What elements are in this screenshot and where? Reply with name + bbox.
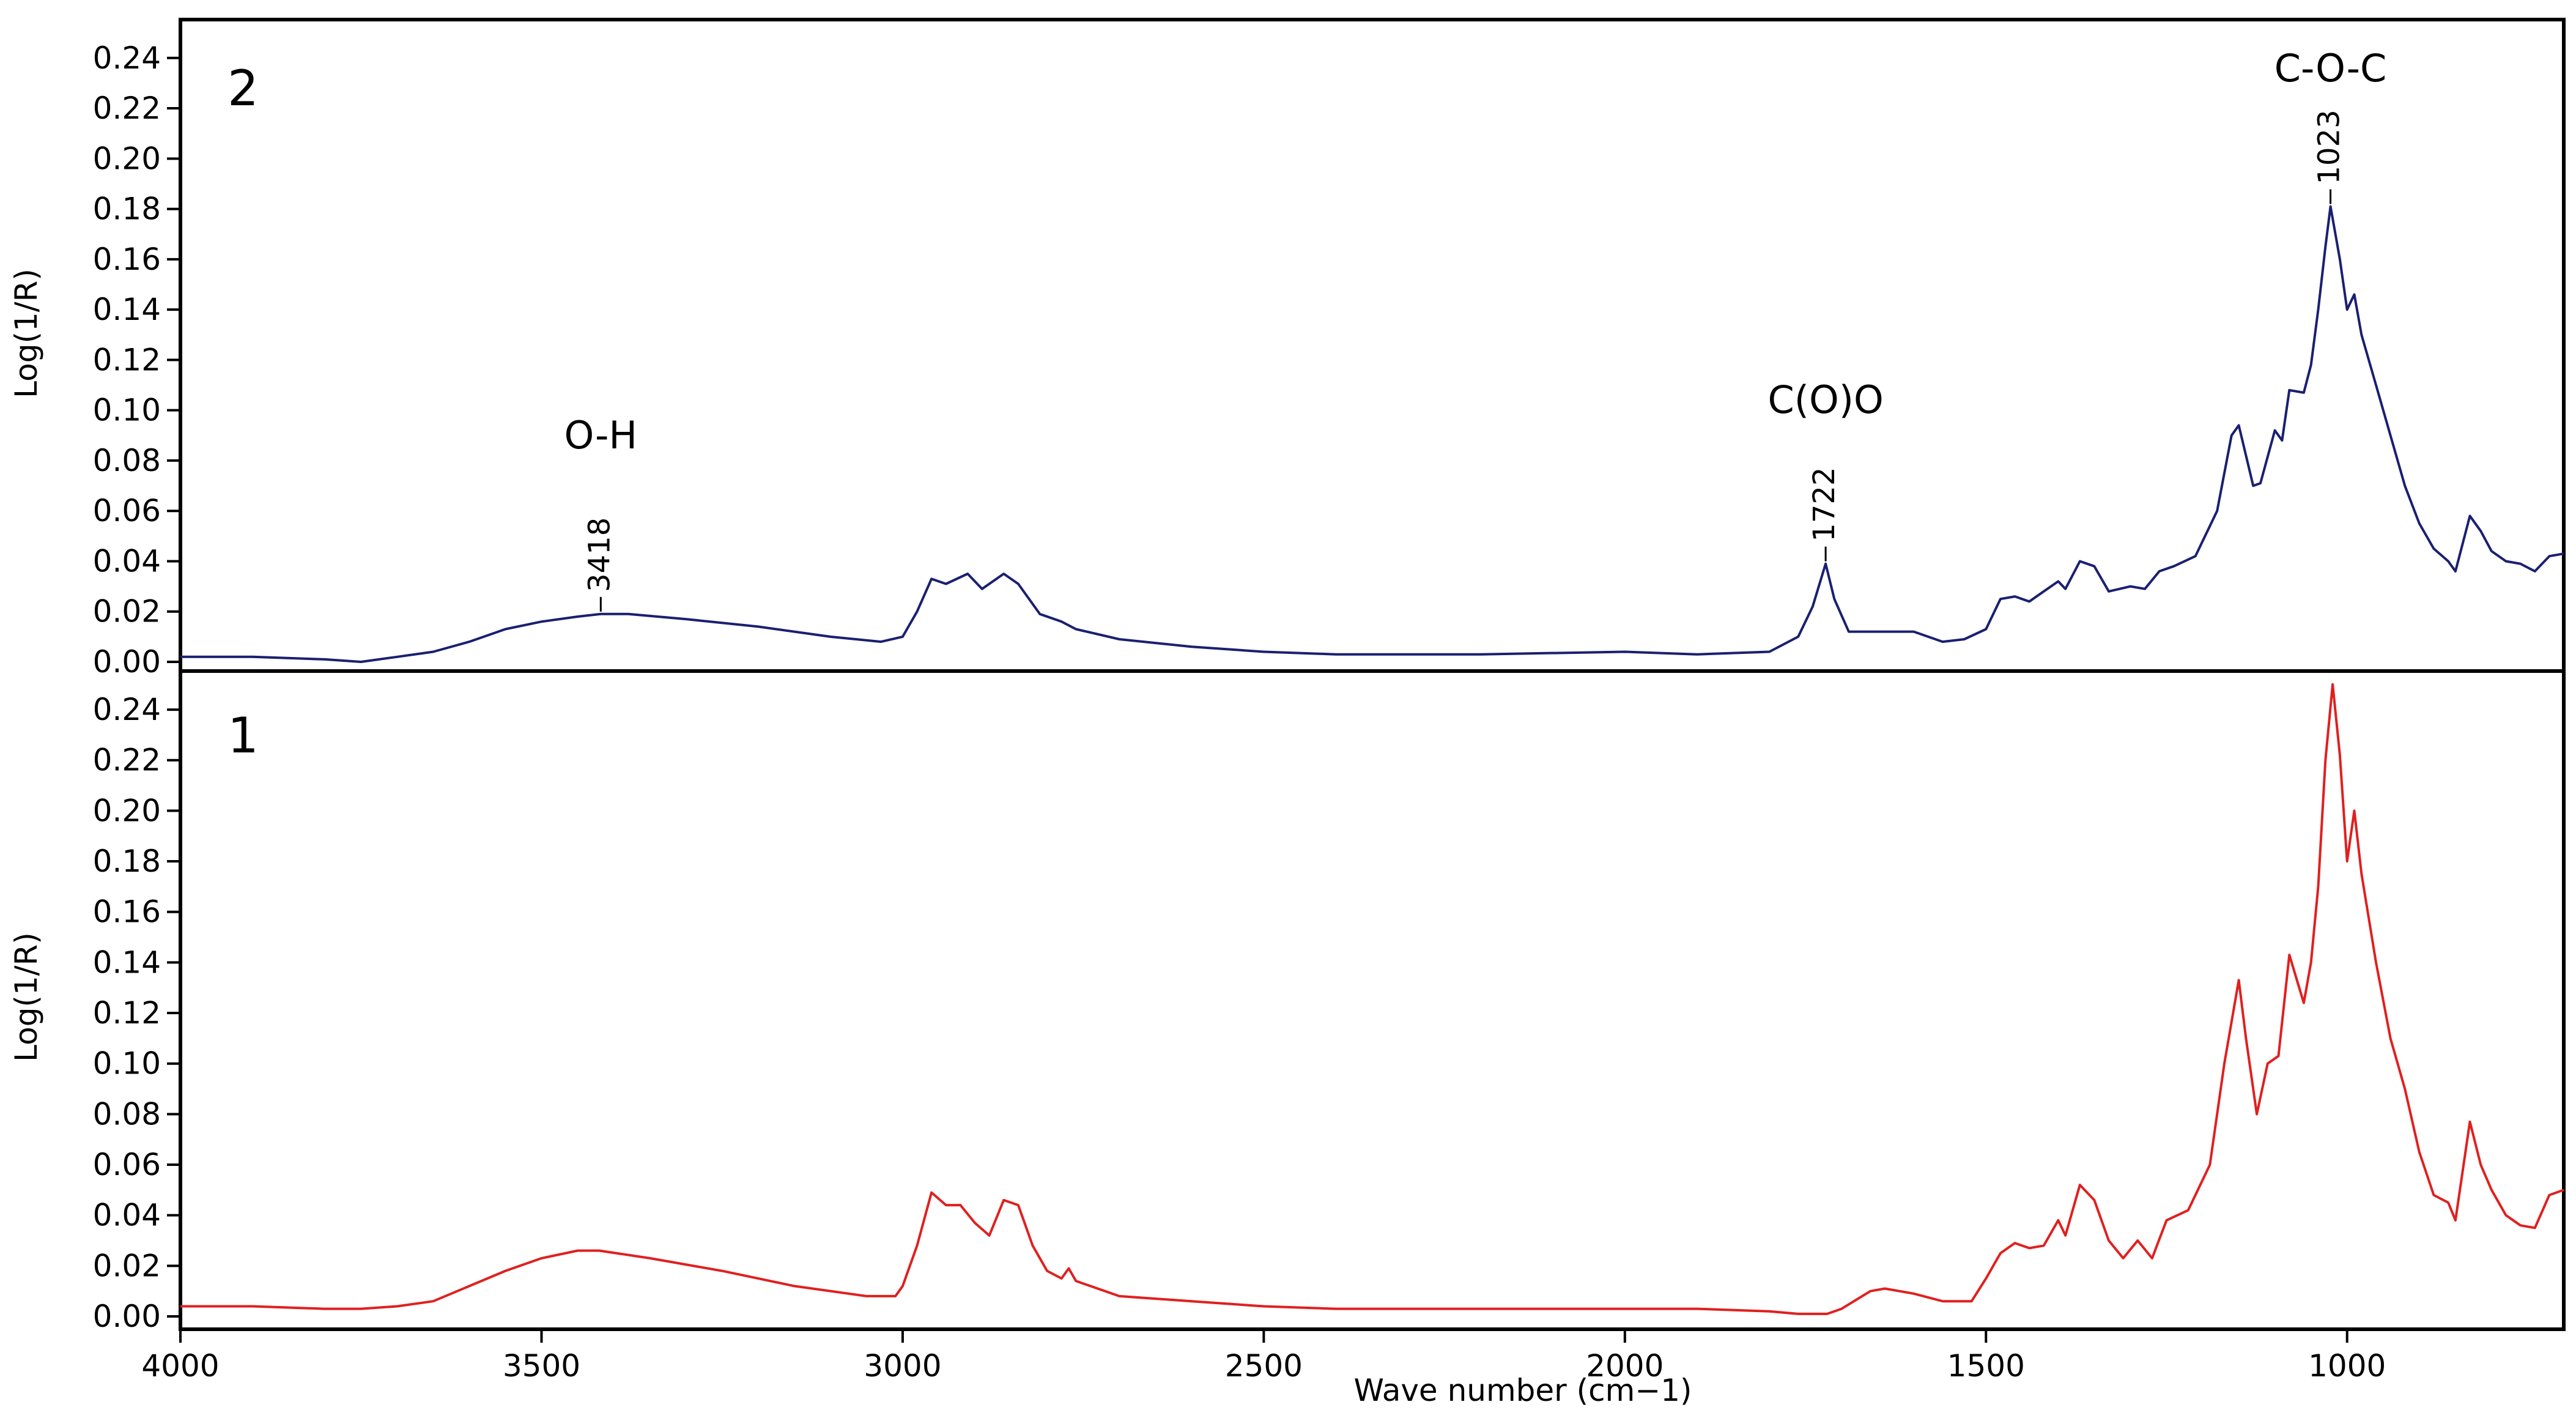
panel-1-spectrum-line	[180, 683, 2564, 1315]
x-tick-label: 2500	[1225, 1348, 1303, 1384]
panel-1-y-tick-label: 0.00	[93, 1299, 161, 1334]
peak-label-3418: 3418	[582, 518, 616, 592]
panel-1-y-tick-label: 0.22	[93, 743, 161, 778]
panel-2-spectrum-line	[180, 205, 2564, 663]
panel-2-y-axis-title: Log(1/R)	[9, 269, 44, 398]
panel-1-y-tick-label: 0.12	[93, 995, 161, 1031]
panel-1-y-tick-label: 0.20	[93, 793, 161, 828]
panel-2-y-tick-label: 0.14	[93, 292, 161, 327]
group-label: C-O-C	[2274, 46, 2387, 91]
panel-2-y-tick-label: 0.00	[93, 644, 161, 680]
panel-2-label: 2	[228, 60, 259, 117]
panel-1-y-axis: 0.00 0.02 0.04 0.06 0.08 0.10 0.12 0.14 0.16 0.18…	[93, 692, 180, 1334]
x-tick-label: 3000	[864, 1348, 941, 1384]
panel-2-y-tick-label: 0.16	[93, 242, 161, 277]
panel-2-y-tick-label: 0.04	[93, 543, 161, 579]
peak-label-1722: 1722	[1807, 467, 1841, 541]
group-label: O-H	[564, 413, 638, 458]
panel-1-y-tick-label: 0.10	[93, 1046, 161, 1082]
panel-2-y-tick-label: 0.24	[93, 40, 161, 76]
x-axis-title: Wave number (cm−1)	[1353, 1373, 1692, 1408]
group-label: C(O)O	[1767, 377, 1883, 422]
x-tick-label: 1000	[2308, 1348, 2386, 1384]
panel-2-y-tick-label: 0.06	[93, 493, 161, 529]
panel-2-y-tick-label: 0.02	[93, 594, 161, 629]
panel-1-y-tick-label: 0.24	[93, 692, 161, 727]
panel-2-y-axis: 0.00 0.02 0.04 0.06 0.08 0.10 0.12 0.14 0.16 0.18…	[93, 40, 180, 680]
panel-2: 0.00 0.02 0.04 0.06 0.08 0.10 0.12 0.14 0.16 0.18…	[9, 18, 2566, 680]
panel-1-y-tick-label: 0.08	[93, 1096, 161, 1132]
panel-2-y-tick-label: 0.12	[93, 342, 161, 377]
panel-2-frame	[179, 18, 2566, 673]
x-tick-label: 1500	[1947, 1348, 2025, 1384]
panel-1-label: 1	[228, 707, 259, 764]
x-axis: 4000 3500 3000 2500 2000 1500 1000	[141, 1329, 2386, 1384]
panel-2-y-tick-label: 0.20	[93, 141, 161, 176]
panel-1-y-tick-label: 0.18	[93, 844, 161, 879]
panel-1-y-tick-label: 0.02	[93, 1248, 161, 1283]
x-tick-label: 4000	[141, 1348, 219, 1384]
panel-1: 0.00 0.02 0.04 0.06 0.08 0.10 0.12 0.14 0.16 0.18…	[9, 669, 2566, 1334]
peak-label-1023: 1023	[2312, 109, 2347, 184]
x-tick-label: 3500	[503, 1348, 580, 1384]
panel-2-y-tick-label: 0.22	[93, 91, 161, 126]
panel-2-y-tick-label: 0.08	[93, 443, 161, 478]
panel-1-y-tick-label: 0.04	[93, 1198, 161, 1233]
panel-2-y-tick-label: 0.18	[93, 191, 161, 227]
x-tick-label: 2000	[1586, 1348, 1664, 1384]
panel-2-y-tick-label: 0.10	[93, 393, 161, 428]
panel-1-frame	[179, 669, 2566, 1331]
panel-1-y-tick-label: 0.16	[93, 894, 161, 930]
panel-1-y-tick-label: 0.14	[93, 944, 161, 980]
panel-1-y-tick-label: 0.06	[93, 1147, 161, 1182]
panel-1-y-axis-title: Log(1/R)	[9, 932, 44, 1062]
peak-annotations: 3418 O-H 1722 C(O)O 1023 C-O-C	[564, 46, 2387, 612]
